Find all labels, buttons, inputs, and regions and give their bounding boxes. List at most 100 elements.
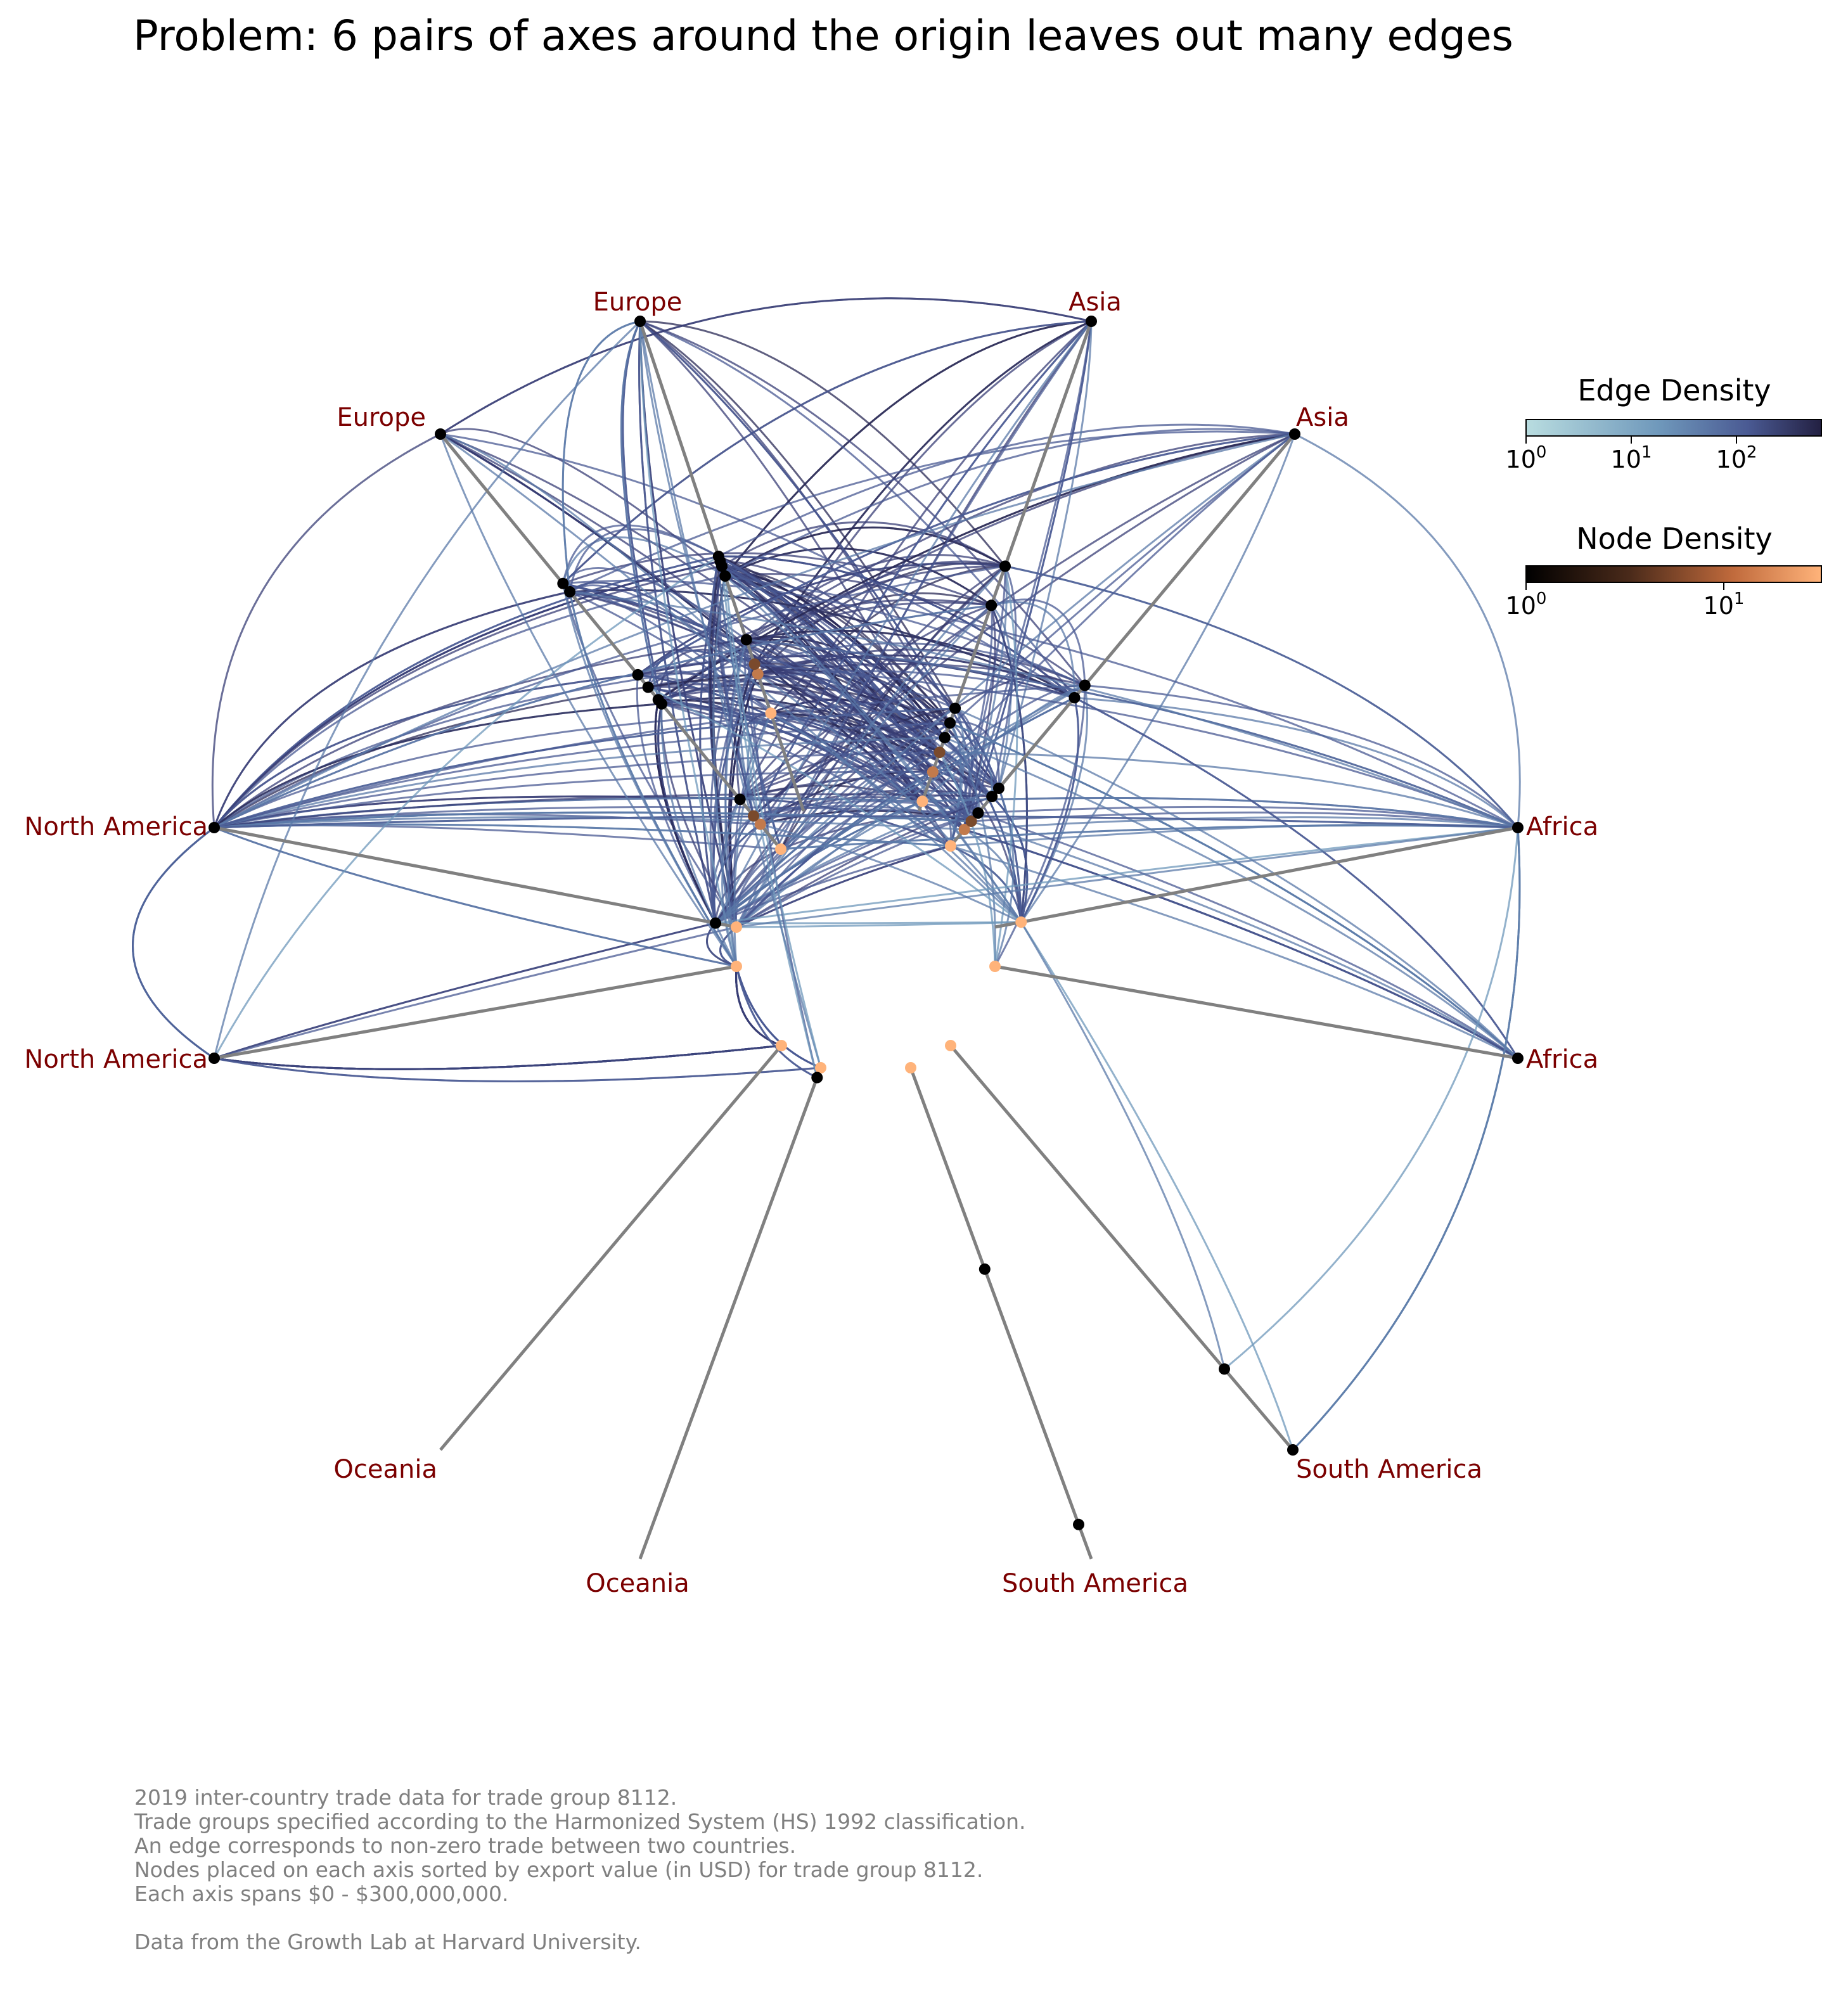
trade-edge [977,812,1518,1060]
country-node [958,824,970,835]
country-node [734,793,746,805]
trade-edge [214,736,945,829]
country-node [811,1072,823,1084]
trade-edge [939,752,1022,923]
country-node [934,746,946,759]
trade-edge [754,663,1518,829]
trade-edge [736,826,1518,928]
trade-edge [1292,827,1521,1451]
trade-edge [440,433,1075,699]
country-node [209,822,220,833]
trade-edge [736,795,992,928]
trade-edge [214,815,1518,829]
trade-edge [760,823,1022,923]
trade-edge [440,433,759,675]
trade-edge [636,674,717,924]
country-node [435,428,446,440]
hive-axis [949,433,1296,847]
trade-edge [715,812,979,925]
trade-edge [944,736,1518,1060]
caption: 2019 inter-country trade data for trade … [134,1786,1026,1954]
country-node [209,1053,220,1064]
country-node [1219,1363,1230,1375]
country-node [1079,679,1091,691]
trade-edge [440,297,1092,435]
trade-edge [954,707,1519,1060]
trade-edge [971,820,1518,1060]
trade-edge [715,787,999,924]
trade-edge [714,433,1295,924]
trade-edge [1294,433,1521,828]
country-node [748,810,759,822]
trade-edge [214,663,755,829]
trade-edge [214,565,1006,829]
country-node [731,921,742,933]
trade-edge [745,639,818,1078]
nodes-layer [209,316,1524,1530]
trade-edge [639,320,951,724]
trade-edge [1020,697,1080,923]
colorbar-tick-label: 101 [1704,589,1745,620]
trade-edge [440,433,1022,923]
country-node [965,816,977,827]
hive-axis [214,826,737,929]
trade-edge [440,428,726,577]
country-node [1512,1053,1524,1064]
trade-edge [711,815,754,924]
trade-edge [735,966,818,1079]
trade-edge [735,722,951,928]
trade-edge [714,722,951,924]
country-node [557,577,569,589]
trade-edge [770,712,1022,923]
caption-line: An edge corresponds to non-zero trade be… [134,1833,797,1858]
trade-edge [714,605,992,924]
trade-edge [639,320,1075,698]
trade-edge [213,674,638,828]
country-node [712,551,724,562]
country-node [993,783,1004,794]
trade-edge [214,1044,782,1070]
trade-edge [757,673,1022,923]
edges-layer [132,297,1521,1451]
trade-edge [721,521,1006,567]
colorbar-tick-label: 100 [1506,589,1547,620]
trade-edge [214,673,758,829]
trade-edge [712,575,738,967]
country-node [939,732,951,743]
trade-edge [562,552,992,606]
trade-edge [213,591,570,828]
trade-edge [214,771,933,829]
trade-edge [721,798,741,967]
trade-edge [752,320,1093,817]
trade-edge [735,433,1295,928]
trade-edge [561,583,738,928]
country-node [1287,1444,1299,1456]
trade-edge [440,297,1092,435]
trade-edge [569,430,1295,593]
trade-edge [939,751,1518,829]
country-node [945,1040,956,1051]
trade-edge [440,433,940,753]
trade-edge [1074,696,1519,829]
country-node [1512,822,1524,833]
trade-edge [950,845,1518,1060]
country-node [765,707,777,719]
trade-edge [214,712,771,829]
trade-edge [964,828,1518,1060]
trade-edge [1020,921,1294,1450]
trade-edge [971,811,1518,829]
trade-edge [213,555,719,1059]
trade-edge [1084,684,1519,829]
trade-edge [949,722,996,967]
trade-edge [715,845,951,925]
trade-edge [214,703,662,829]
trade-edge [620,321,660,700]
trade-edge [1074,696,1519,1059]
axis-label: South America [1002,1569,1188,1598]
axis-label: South America [1296,1455,1482,1484]
source-note: Data from the Growth Lab at Harvard Univ… [134,1930,641,1954]
trade-edge [724,547,992,606]
trade-edge [562,320,1092,584]
trade-edge [736,845,951,928]
country-node [916,795,928,807]
